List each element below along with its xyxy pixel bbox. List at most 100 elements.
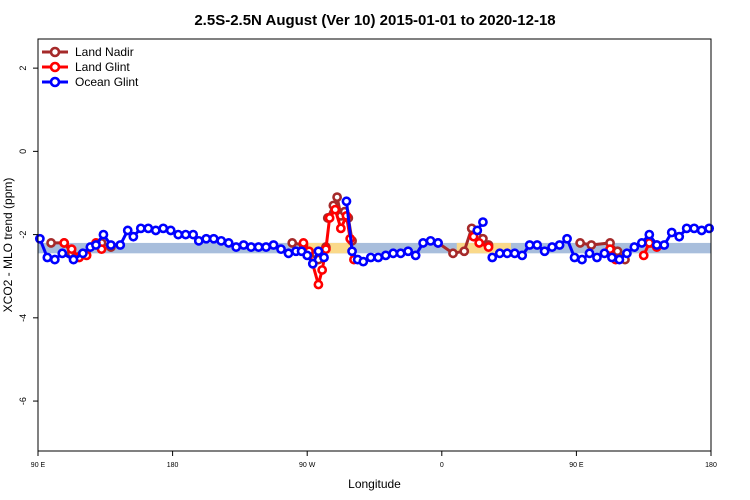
- data-point: [320, 244, 331, 255]
- series-lines: [34, 192, 715, 290]
- data-point: [317, 265, 328, 275]
- data-point: [509, 248, 520, 259]
- data-point: [689, 223, 700, 234]
- data-point: [478, 217, 488, 228]
- data-point: [302, 250, 313, 261]
- data-point: [629, 242, 640, 252]
- data-point: [425, 235, 436, 246]
- data-point: [261, 242, 271, 252]
- data-point: [539, 246, 550, 257]
- chart-title: 2.5S-2.5N August (Ver 10) 2015-01-01 to …: [194, 12, 555, 29]
- data-point: [621, 248, 632, 259]
- data-point: [68, 254, 79, 265]
- data-point: [547, 242, 557, 252]
- data-point: [494, 248, 505, 259]
- data-point: [358, 256, 369, 267]
- data-point: [283, 248, 294, 259]
- data-point: [659, 240, 670, 250]
- data-point: [388, 248, 399, 259]
- legend-marker: [49, 76, 61, 88]
- data-point: [341, 196, 352, 207]
- data-point: [674, 231, 685, 242]
- data-point: [307, 258, 318, 269]
- x-tick-label: 90 E: [31, 462, 46, 469]
- data-point: [681, 223, 692, 234]
- data-point: [607, 252, 617, 263]
- data-point: [216, 235, 227, 246]
- data-point: [517, 250, 528, 261]
- x-axis-label: Longitude: [348, 477, 401, 491]
- data-point: [592, 252, 602, 263]
- data-point: [180, 229, 191, 240]
- data-point: [410, 250, 421, 261]
- x-tick-label: 180: [167, 462, 179, 469]
- legend-marker: [49, 46, 61, 58]
- data-point: [459, 246, 470, 257]
- data-point: [586, 240, 597, 250]
- x-tick-label: 0: [440, 462, 444, 469]
- data-point: [335, 223, 346, 234]
- data-point: [638, 250, 649, 261]
- data-point: [246, 242, 257, 252]
- data-point: [474, 238, 485, 248]
- data-point: [313, 246, 324, 257]
- data-point: [403, 246, 414, 257]
- data-point: [128, 231, 139, 242]
- data-point: [46, 238, 56, 248]
- data-point: [208, 233, 219, 244]
- data-point: [319, 252, 329, 263]
- x-tick-label: 180: [705, 462, 717, 469]
- data-point: [599, 248, 610, 259]
- data-point: [59, 238, 70, 248]
- data-point: [122, 225, 133, 236]
- legend-label: Ocean Glint: [75, 75, 139, 89]
- data-point: [231, 242, 242, 252]
- data-point: [91, 240, 101, 250]
- x-tick-label: 90 W: [299, 462, 316, 469]
- y-tick-label: -4: [18, 314, 28, 322]
- data-point: [483, 242, 494, 252]
- data-point: [330, 204, 341, 215]
- data-point: [614, 254, 625, 265]
- y-axis-label: XCO2 - MLO trend (ppm): [1, 178, 15, 313]
- data-point: [575, 238, 586, 248]
- data-point: [34, 233, 45, 244]
- data-point: [577, 254, 587, 265]
- plot-frame: [37, 38, 712, 452]
- data-point: [42, 252, 53, 263]
- data-point: [347, 246, 357, 257]
- data-point: [57, 248, 68, 259]
- data-point: [395, 248, 406, 259]
- data-point: [298, 238, 309, 248]
- data-point: [373, 252, 384, 263]
- legend-marker: [49, 61, 61, 73]
- data-point: [532, 240, 543, 250]
- x-axis-ticks: 90 E 180 90 W 0 90 E 180: [31, 451, 717, 469]
- data-point: [332, 192, 343, 203]
- data-point: [365, 252, 376, 263]
- data-point: [49, 254, 60, 265]
- data-point: [636, 238, 647, 248]
- data-point: [135, 223, 146, 234]
- data-point: [98, 229, 109, 240]
- data-point: [150, 225, 161, 236]
- data-point: [696, 225, 707, 236]
- data-point: [324, 213, 335, 223]
- data-point: [188, 229, 199, 240]
- data-point: [651, 240, 662, 250]
- data-point: [448, 248, 458, 259]
- data-point: [201, 233, 212, 244]
- series-ocean-glint: [34, 196, 715, 269]
- data-point: [276, 244, 286, 255]
- data-point: [106, 240, 116, 250]
- data-point: [524, 240, 535, 250]
- data-point: [666, 227, 677, 238]
- data-point: [165, 225, 176, 236]
- data-point: [704, 223, 715, 234]
- y-tick-label: 0: [18, 149, 28, 154]
- data-point: [143, 223, 154, 234]
- data-point: [502, 248, 513, 259]
- data-point: [380, 250, 391, 261]
